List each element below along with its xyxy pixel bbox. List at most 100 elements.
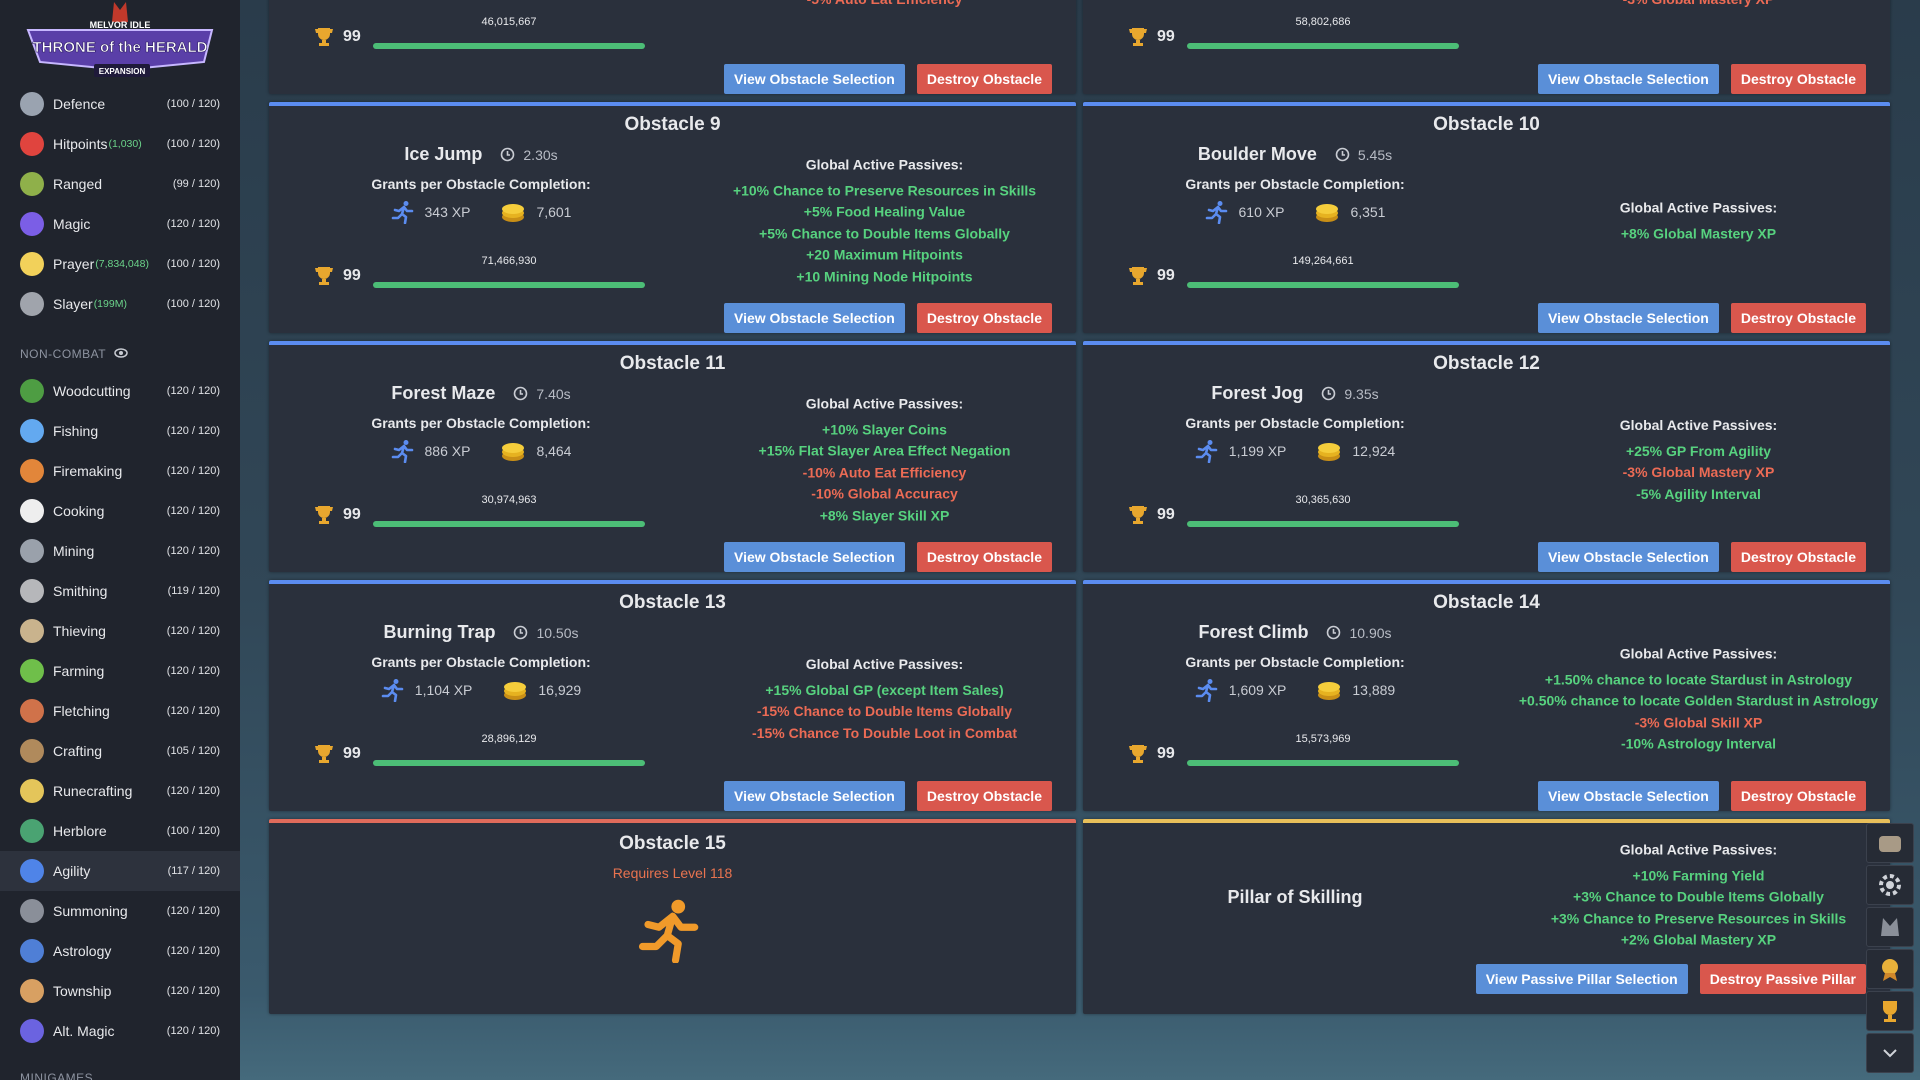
collapse-button[interactable] xyxy=(1866,1033,1914,1073)
skill-row[interactable]: Township (120 / 120) xyxy=(0,971,240,1011)
view-button[interactable]: View Passive Pillar Selection xyxy=(1475,964,1688,994)
section-header: MINIGAMES xyxy=(20,1071,94,1080)
mastery-xp: 149,264,661 xyxy=(1292,255,1354,267)
skill-row[interactable]: Hitpoints (1,030) (100 / 120) xyxy=(0,124,240,164)
passive: +15% Flat Slayer Area Effect Negation xyxy=(758,442,1011,459)
destroy-button[interactable]: Destroy Obstacle xyxy=(916,542,1052,572)
icon-shape xyxy=(638,912,699,964)
skill-name: Firemaking xyxy=(53,463,123,479)
agility-icon xyxy=(1195,439,1219,464)
skill-row[interactable]: Crafting (105 / 120) xyxy=(0,731,240,771)
view-button[interactable]: View Obstacle Selection xyxy=(1538,781,1719,811)
icon-shape xyxy=(381,683,404,703)
skill-row[interactable]: Runecrafting (120 / 120) xyxy=(0,771,240,811)
view-button[interactable]: View Obstacle Selection xyxy=(1538,64,1719,94)
passives-header: Global Active Passives: xyxy=(1619,645,1778,662)
mastery-level: 99 xyxy=(343,28,361,45)
logo-banner xyxy=(26,29,214,72)
icon-shape xyxy=(514,625,528,640)
skill-row[interactable]: Agility (117 / 120) xyxy=(0,851,240,891)
skill-icon xyxy=(20,1019,44,1043)
skill-row[interactable]: Fletching (120 / 120) xyxy=(0,691,240,731)
passives-header: Global Active Passives: xyxy=(1619,417,1778,433)
button-group: View Passive Pillar Selection Destroy Pas… xyxy=(1475,964,1866,994)
skill-name: Slayer xyxy=(53,296,93,312)
icon-shape xyxy=(391,201,413,225)
skill-row[interactable]: Ranged (99 / 120) xyxy=(0,164,240,204)
skill-row[interactable]: Prayer (7,834,048) (100 / 120) xyxy=(0,244,240,284)
destroy-button[interactable]: Destroy Obstacle xyxy=(916,303,1052,333)
skill-row[interactable]: Cooking (120 / 120) xyxy=(0,491,240,531)
icon-shape xyxy=(1879,874,1901,896)
skill-row[interactable]: Firemaking (120 / 120) xyxy=(0,451,240,491)
agility-icon xyxy=(391,200,415,225)
view-button[interactable]: View Obstacle Selection xyxy=(1538,542,1719,572)
destroy-button[interactable]: Destroy Passive Pillar xyxy=(1699,964,1866,994)
destroy-button[interactable]: Destroy Obstacle xyxy=(916,64,1052,94)
skill-row[interactable]: Astrology (120 / 120) xyxy=(0,931,240,971)
obstacle-name-row: Boulder Move 5.45s xyxy=(1083,144,1507,165)
skill-icon xyxy=(20,779,44,803)
settings-button[interactable] xyxy=(1866,865,1914,905)
sidebar: MELVOR IDLE THRONE of the HERALD EXPANSI… xyxy=(0,0,240,1080)
destroy-button[interactable]: Destroy Obstacle xyxy=(1730,781,1866,811)
skill-row[interactable]: Woodcutting (120 / 120) xyxy=(0,371,240,411)
clock-icon xyxy=(1326,625,1341,640)
icon-shape xyxy=(1328,390,1332,395)
trophy-button[interactable] xyxy=(1866,991,1914,1031)
destroy-button[interactable]: Destroy Obstacle xyxy=(1730,64,1866,94)
skill-row[interactable]: Mining (120 / 120) xyxy=(0,531,240,571)
mastery-level: 99 xyxy=(1157,28,1175,45)
skill-row[interactable]: Defence (100 / 120) xyxy=(0,84,240,124)
skill-row[interactable]: Magic (120 / 120) xyxy=(0,204,240,244)
obstacle-name: Forest Jog xyxy=(1211,383,1304,403)
button-group: View Obstacle Selection Destroy Obstacle xyxy=(1538,64,1866,94)
icon-shape xyxy=(502,443,525,453)
icon-shape xyxy=(520,629,524,634)
icon-shape xyxy=(502,443,525,461)
icon-shape xyxy=(638,899,699,964)
skill-icon xyxy=(20,819,44,843)
skill-icon xyxy=(20,659,44,683)
passive: +1.50% chance to locate Stardust in Astr… xyxy=(1544,670,1853,687)
tool-button[interactable] xyxy=(1866,823,1914,863)
skill-row[interactable]: Summoning (120 / 120) xyxy=(0,891,240,931)
view-button[interactable]: View Obstacle Selection xyxy=(724,303,905,333)
destroy-button[interactable]: Destroy Obstacle xyxy=(1730,303,1866,333)
passive: +3% Chance to Preserve Resources in Skil… xyxy=(1550,909,1847,926)
skill-row[interactable]: Alt. Magic (120 / 120) xyxy=(0,1011,240,1051)
skill-row[interactable]: Slayer (199M) (100 / 120) xyxy=(0,284,240,324)
icon-shape xyxy=(1883,973,1897,981)
trophy-icon xyxy=(314,744,334,769)
icon-shape xyxy=(315,745,333,763)
skill-row[interactable]: Herblore (100 / 120) xyxy=(0,811,240,851)
passives: Global Active Passives: +25% GP From Agil… xyxy=(1507,415,1890,505)
trophy-icon xyxy=(314,505,334,530)
skill-row[interactable]: Thieving (120 / 120) xyxy=(0,611,240,651)
skill-row[interactable]: Farming (120 / 120) xyxy=(0,651,240,691)
skill-name: Summoning xyxy=(53,903,128,919)
skill-row[interactable]: Smithing (119 / 120) xyxy=(0,571,240,611)
view-button[interactable]: View Obstacle Selection xyxy=(724,781,905,811)
icon-shape xyxy=(1129,506,1147,524)
icon-shape xyxy=(1195,444,1218,464)
view-button[interactable]: View Obstacle Selection xyxy=(1538,303,1719,333)
obstacle-name-row: Forest Maze 7.40s xyxy=(269,383,693,404)
summon-button[interactable] xyxy=(1866,907,1914,947)
destroy-button[interactable]: Destroy Obstacle xyxy=(916,781,1052,811)
icon-shape xyxy=(514,386,528,401)
passives: Global Active Passives: +1.50% chance to … xyxy=(1507,643,1890,755)
icon-shape xyxy=(1318,682,1341,700)
view-button[interactable]: View Obstacle Selection xyxy=(724,64,905,94)
destroy-button[interactable]: Destroy Obstacle xyxy=(1730,542,1866,572)
icon-shape xyxy=(1316,204,1339,222)
view-button[interactable]: View Obstacle Selection xyxy=(724,542,905,572)
gp-icon xyxy=(500,200,526,224)
icon-shape xyxy=(514,386,528,401)
obstacle-title: Obstacle 10 xyxy=(1433,114,1540,135)
skill-name: Farming xyxy=(53,663,105,679)
skill-row[interactable]: Fishing (120 / 120) xyxy=(0,411,240,451)
icon-shape xyxy=(1195,679,1218,703)
mastery-button[interactable] xyxy=(1866,949,1914,989)
passive: -5% Auto Eat Efficiency xyxy=(807,0,963,10)
